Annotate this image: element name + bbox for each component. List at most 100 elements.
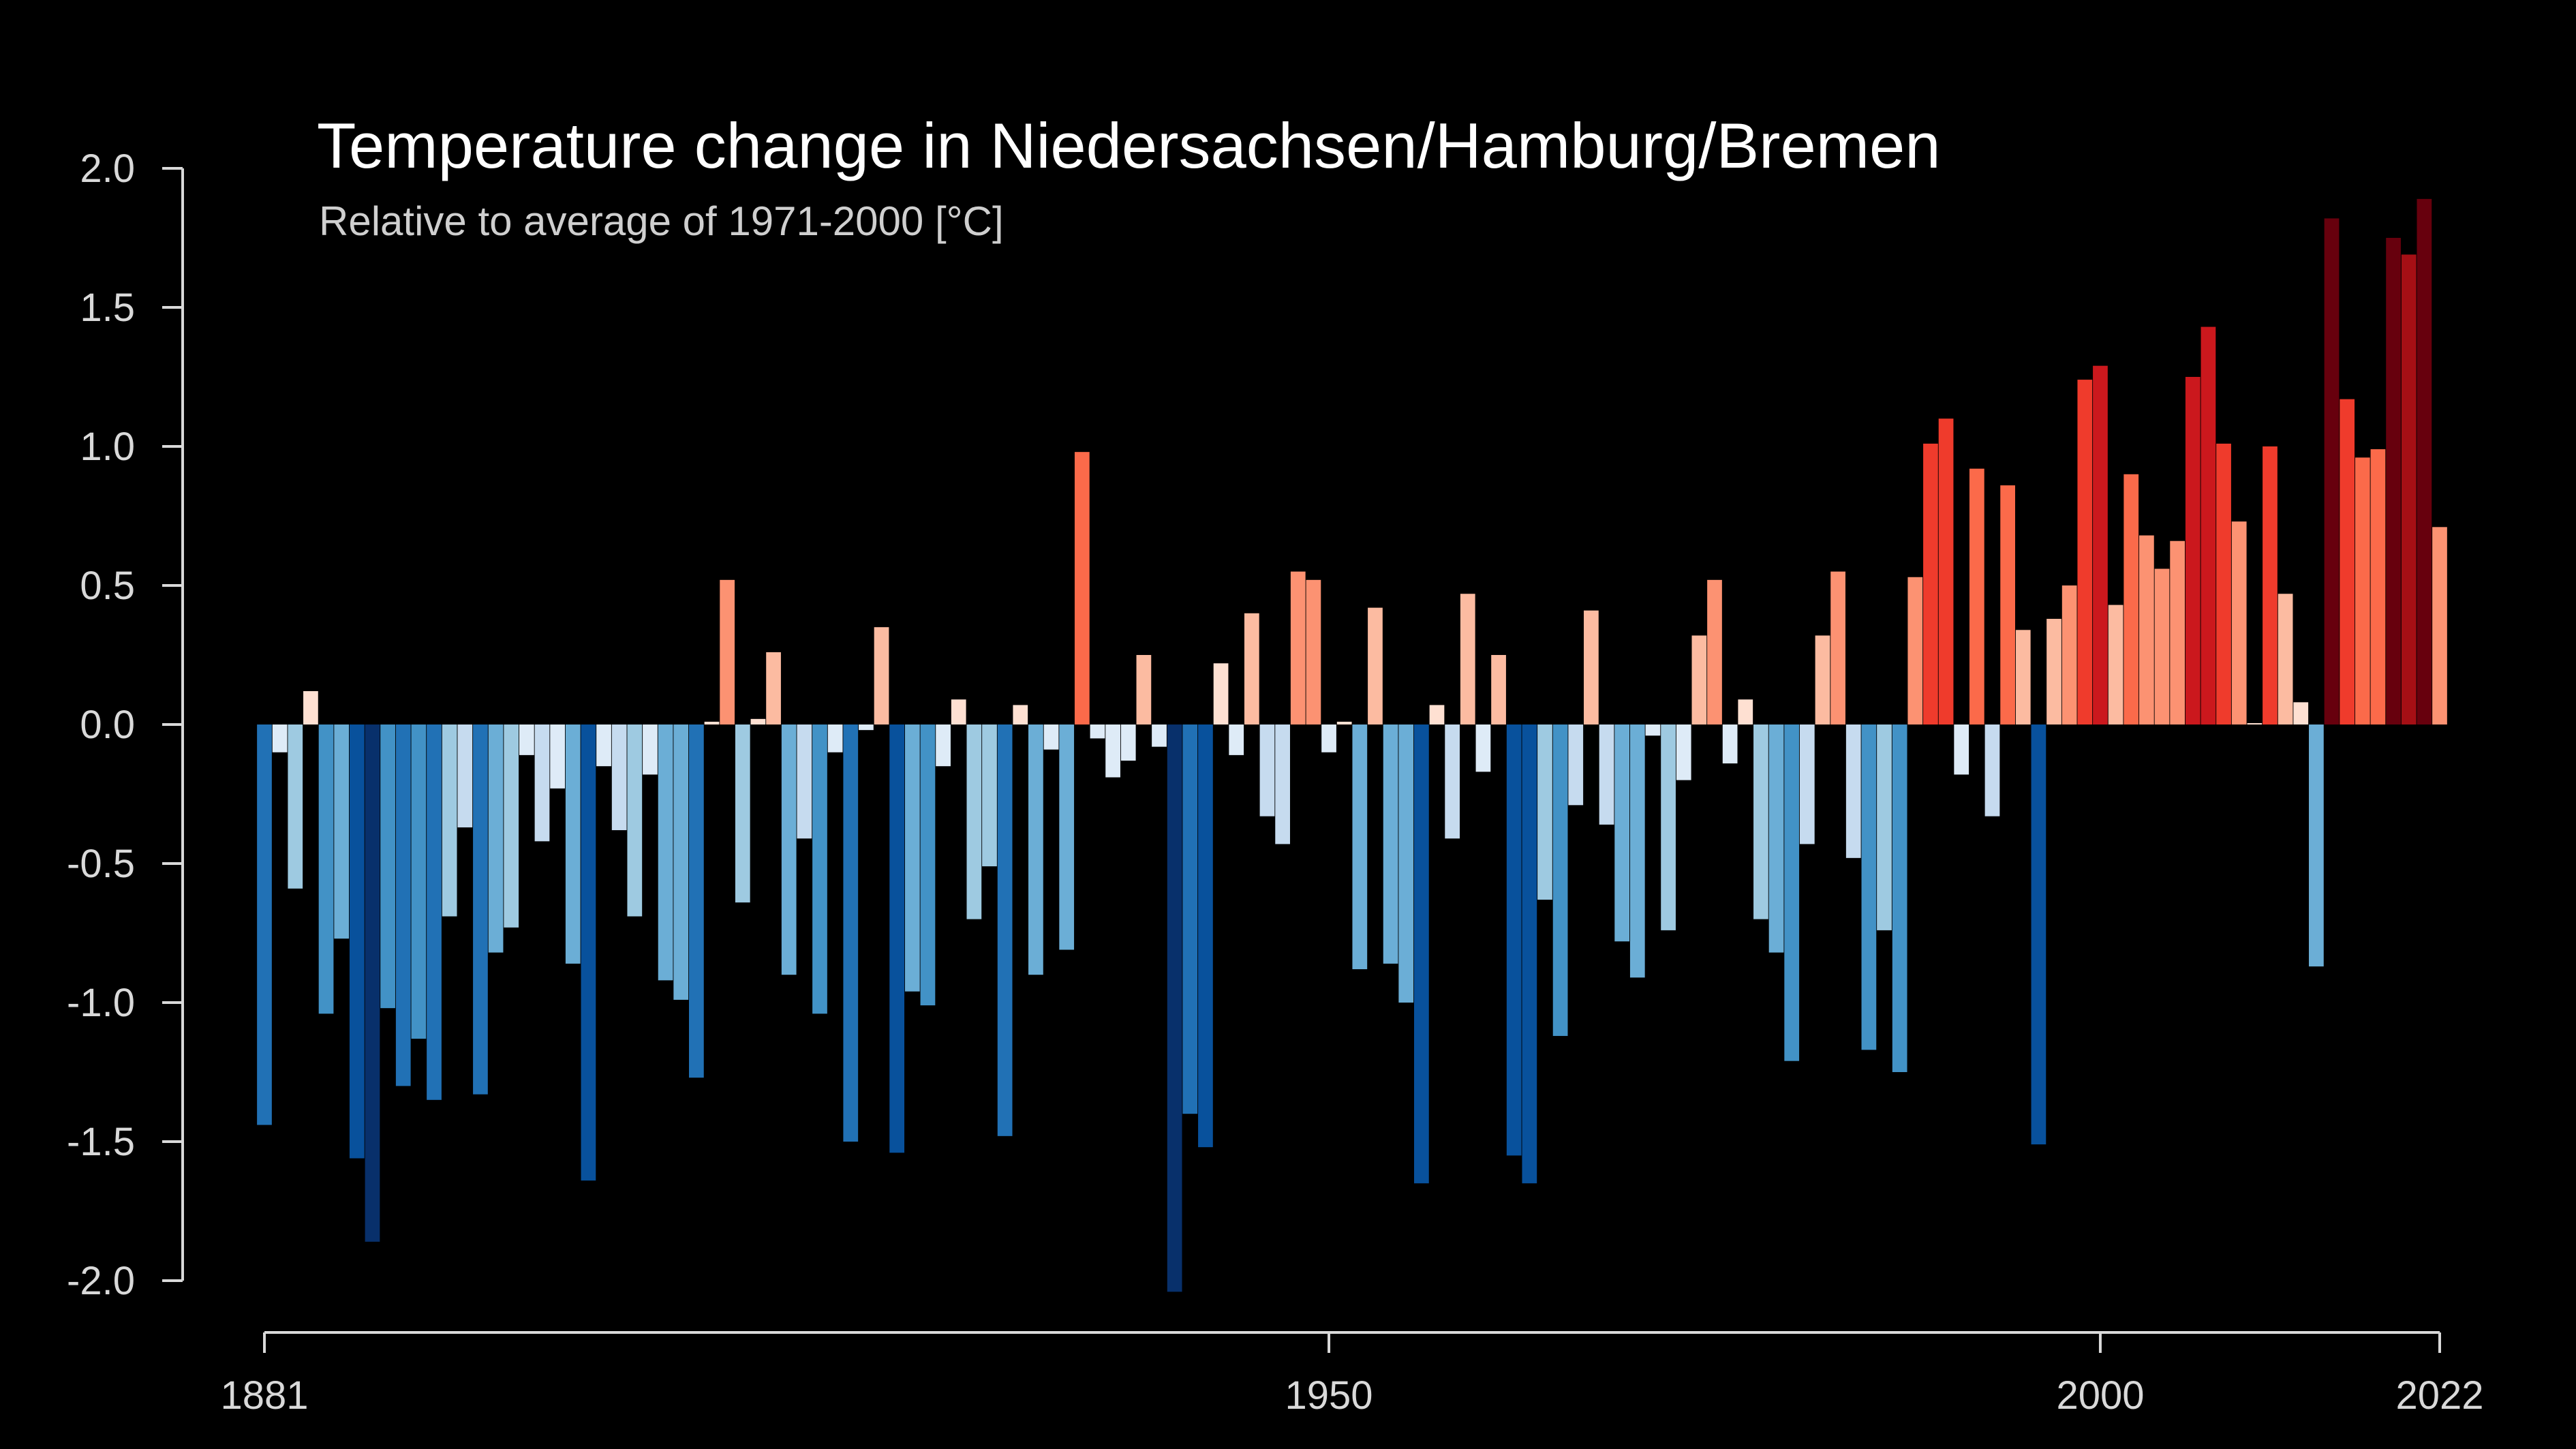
x-tick-label: 2022 (2395, 1373, 2483, 1418)
bar-1894 (457, 724, 473, 827)
bar-1974 (1691, 635, 1707, 724)
bar-1912 (735, 724, 750, 903)
bar-1934 (1074, 452, 1090, 724)
bar-1991 (1954, 724, 1969, 775)
bar-1972 (1661, 724, 1676, 930)
bar-1909 (689, 724, 704, 1078)
y-axis: 2.0 1.5 1.0 0.5 0.0 -0.5 -1.0 -1.5 -2.0 (67, 147, 184, 1303)
bar-2001 (2108, 605, 2123, 724)
bar-1998 (2061, 585, 2077, 724)
x-tick-label: 1950 (1285, 1373, 1373, 1418)
bar-2010 (2247, 723, 2263, 724)
bar-1932 (1043, 724, 1059, 750)
bar-2002 (2123, 474, 2139, 724)
bar-1924 (920, 724, 936, 1006)
bar-1942 (1198, 724, 1213, 1148)
chart-title: Temperature change in Niedersachsen/Hamb… (317, 110, 1941, 181)
bar-1928 (982, 724, 997, 867)
bar-1990 (1938, 418, 1954, 724)
bar-1900 (550, 724, 565, 789)
bar-1951 (1336, 721, 1352, 724)
bar-1913 (750, 718, 766, 724)
bar-1966 (1568, 724, 1584, 806)
bar-1916 (797, 724, 812, 839)
bar-1940 (1167, 724, 1182, 1292)
bar-1925 (936, 724, 951, 767)
bar-2022 (2432, 527, 2447, 724)
bar-1943 (1213, 663, 1229, 724)
bar-1896 (488, 724, 504, 953)
bar-1890 (395, 724, 411, 1086)
bar-1950 (1321, 724, 1336, 752)
bar-1982 (1815, 635, 1830, 724)
bar-2003 (2139, 535, 2154, 724)
bar-1921 (874, 627, 889, 724)
y-tick-label: -1.5 (67, 1120, 135, 1164)
bar-1915 (781, 724, 797, 975)
bar-1927 (966, 724, 982, 919)
bar-2015 (2324, 218, 2340, 724)
bar-1980 (1784, 724, 1800, 1061)
bar-1964 (1537, 724, 1552, 900)
bar-1960 (1475, 724, 1491, 772)
bar-1919 (843, 724, 859, 1142)
bar-2004 (2154, 568, 2170, 724)
bar-1987 (1892, 724, 1907, 1072)
bar-1902 (581, 724, 596, 1181)
y-tick-label: -0.5 (67, 842, 135, 886)
bar-1995 (2015, 630, 2031, 724)
bar-1959 (1460, 594, 1475, 724)
bar-2014 (2309, 724, 2324, 966)
bar-1971 (1645, 724, 1661, 736)
bar-1993 (1984, 724, 2000, 817)
y-tick-label: -2.0 (67, 1259, 135, 1303)
bar-1979 (1768, 724, 1784, 953)
bar-1903 (596, 724, 611, 767)
bar-2013 (2293, 702, 2309, 724)
bar-1954 (1383, 724, 1398, 964)
y-tick-label: 1.5 (80, 286, 135, 330)
bar-1952 (1352, 724, 1368, 970)
bar-1893 (442, 724, 457, 917)
bar-1885 (318, 724, 334, 1014)
y-tick-label: 0.5 (80, 564, 135, 608)
bar-1886 (334, 724, 350, 939)
bar-1888 (365, 724, 380, 1242)
bar-1970 (1629, 724, 1645, 978)
bar-2008 (2216, 443, 2231, 724)
bar-1882 (272, 724, 288, 752)
bar-1938 (1136, 655, 1152, 724)
bar-1988 (1907, 577, 1923, 724)
bar-1906 (643, 724, 658, 775)
bar-1969 (1614, 724, 1630, 942)
bar-1994 (2000, 485, 2015, 724)
bar-1949 (1306, 579, 1321, 724)
bar-2020 (2401, 254, 2417, 725)
bar-1914 (766, 652, 781, 724)
bar-1910 (704, 721, 720, 724)
x-axis: 1881 1950 2000 2022 (220, 1331, 2484, 1418)
bar-1953 (1368, 607, 1383, 724)
bar-1958 (1445, 724, 1460, 839)
y-tick-label: 2.0 (80, 147, 135, 191)
bar-1983 (1830, 571, 1845, 724)
bar-1996 (2031, 724, 2046, 1145)
bar-2019 (2386, 238, 2401, 724)
bar-1968 (1599, 724, 1614, 825)
bar-1962 (1506, 724, 1522, 1156)
bar-1976 (1722, 724, 1738, 764)
bar-1923 (904, 724, 920, 992)
bar-1936 (1105, 724, 1120, 778)
bar-1941 (1182, 724, 1198, 1114)
bar-1935 (1090, 724, 1105, 739)
bar-1946 (1259, 724, 1275, 817)
bar-1887 (349, 724, 365, 1159)
bar-1904 (611, 724, 627, 831)
bar-1922 (889, 724, 905, 1153)
bar-1899 (534, 724, 550, 842)
bar-1933 (1059, 724, 1075, 950)
bar-2011 (2263, 446, 2278, 724)
bar-1963 (1522, 724, 1537, 1184)
bar-1931 (1028, 724, 1043, 975)
